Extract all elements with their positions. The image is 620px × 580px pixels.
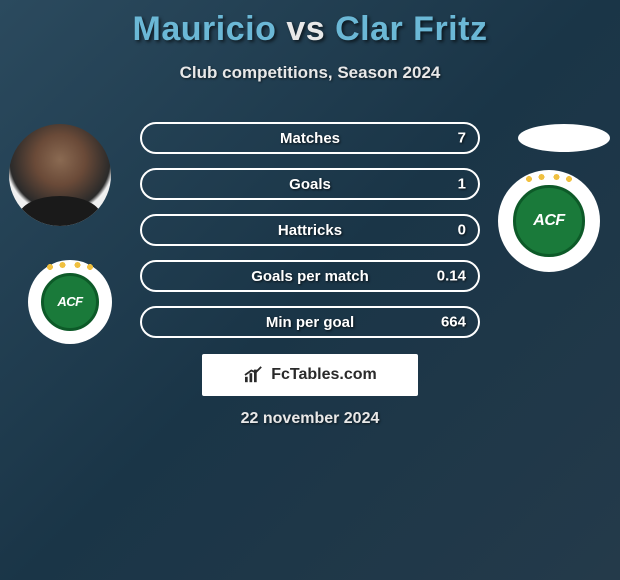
stat-value-right: 7 — [458, 130, 466, 147]
stat-value-right: 0.14 — [437, 268, 466, 285]
stat-row: Goals 1 — [140, 168, 480, 200]
stats-container: Matches 7 Goals 1 Hattricks 0 Goals per match 0… — [140, 122, 480, 352]
stat-row: Goals per match 0.14 — [140, 260, 480, 292]
comparison-title: Mauricio vs Clar Fritz — [0, 0, 620, 49]
player1-club-badge: ACF — [28, 260, 112, 344]
stat-value-right: 664 — [441, 314, 466, 331]
stat-row: Min per goal 664 — [140, 306, 480, 338]
stat-label: Matches — [280, 130, 340, 147]
club-badge-text: ACF — [57, 294, 82, 309]
club-badge-inner: ACF — [513, 185, 584, 256]
player1-name: Mauricio — [133, 10, 277, 48]
player2-name: Clar Fritz — [335, 10, 487, 48]
stat-row: Matches 7 — [140, 122, 480, 154]
stat-value-right: 1 — [458, 176, 466, 193]
stat-label: Hattricks — [278, 222, 342, 239]
stat-label: Goals per match — [251, 268, 369, 285]
club-badge-inner: ACF — [41, 273, 100, 332]
stat-row: Hattricks 0 — [140, 214, 480, 246]
stat-label: Min per goal — [266, 314, 354, 331]
player2-club-badge: ACF — [498, 170, 600, 272]
stat-value-right: 0 — [458, 222, 466, 239]
club-badge-text: ACF — [533, 212, 564, 230]
chart-icon — [243, 366, 265, 384]
vs-separator: vs — [286, 10, 325, 48]
player1-avatar — [9, 124, 111, 226]
player2-avatar — [518, 124, 610, 152]
date-text: 22 november 2024 — [0, 410, 620, 428]
branding-text: FcTables.com — [271, 366, 377, 384]
subtitle: Club competitions, Season 2024 — [0, 63, 620, 83]
branding-box: FcTables.com — [202, 354, 418, 396]
stat-label: Goals — [289, 176, 331, 193]
